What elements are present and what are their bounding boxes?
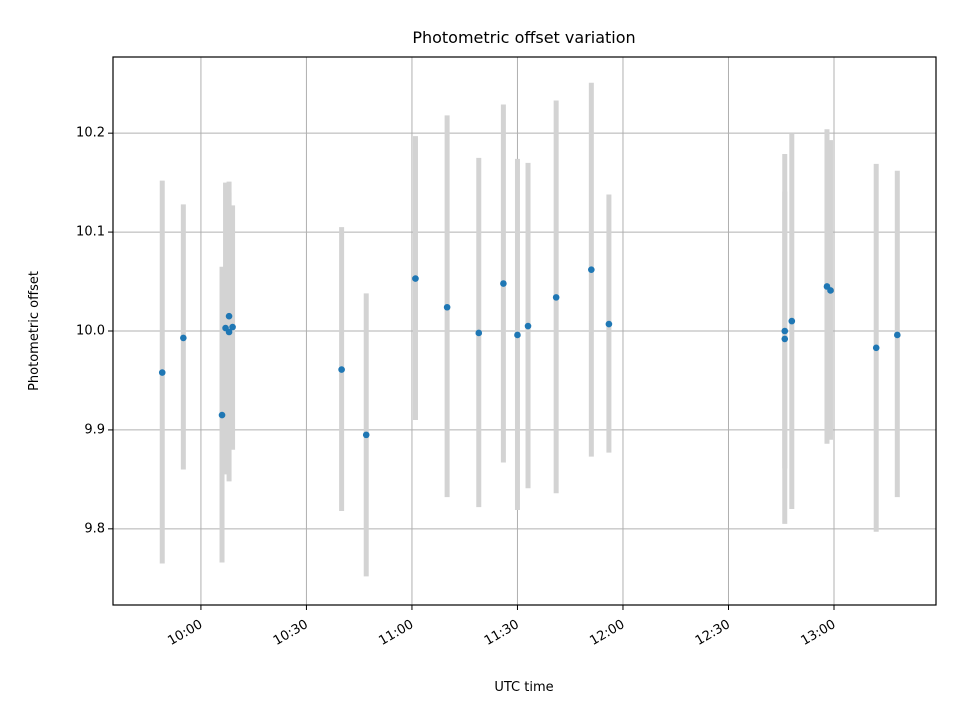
data-point bbox=[588, 266, 595, 273]
data-point bbox=[225, 328, 233, 336]
data-point bbox=[552, 294, 560, 301]
x-axis-label: UTC time bbox=[494, 680, 553, 695]
data-point bbox=[158, 369, 166, 376]
y-tick-label: 10.2 bbox=[76, 126, 105, 141]
data-point bbox=[514, 331, 521, 339]
data-point bbox=[872, 344, 880, 352]
data-point bbox=[894, 331, 901, 339]
data-point bbox=[500, 280, 507, 287]
data-point bbox=[781, 335, 789, 343]
data-points bbox=[158, 266, 901, 439]
data-point bbox=[524, 322, 532, 330]
y-axis-label: Photometric offset bbox=[27, 271, 42, 391]
data-point bbox=[362, 431, 370, 439]
data-point bbox=[827, 287, 834, 294]
chart-title: Photometric offset variation bbox=[412, 28, 635, 47]
y-tick-label: 9.8 bbox=[84, 521, 105, 536]
data-point bbox=[443, 303, 451, 311]
y-tick-label: 10.1 bbox=[76, 225, 105, 240]
data-point bbox=[218, 411, 226, 419]
data-point bbox=[180, 334, 187, 342]
data-point bbox=[475, 329, 483, 337]
data-point bbox=[412, 275, 419, 282]
data-point bbox=[338, 366, 345, 373]
data-point bbox=[225, 312, 233, 320]
data-point bbox=[788, 317, 796, 325]
data-point bbox=[229, 323, 236, 331]
grid bbox=[113, 57, 936, 605]
y-tick-label: 10.0 bbox=[76, 324, 105, 339]
y-tick-label: 9.9 bbox=[84, 422, 105, 437]
data-point bbox=[781, 327, 789, 335]
y-axis-ticks: 9.8 9.9 10.0 10.1 10.2 bbox=[76, 126, 113, 536]
data-point bbox=[605, 320, 613, 328]
